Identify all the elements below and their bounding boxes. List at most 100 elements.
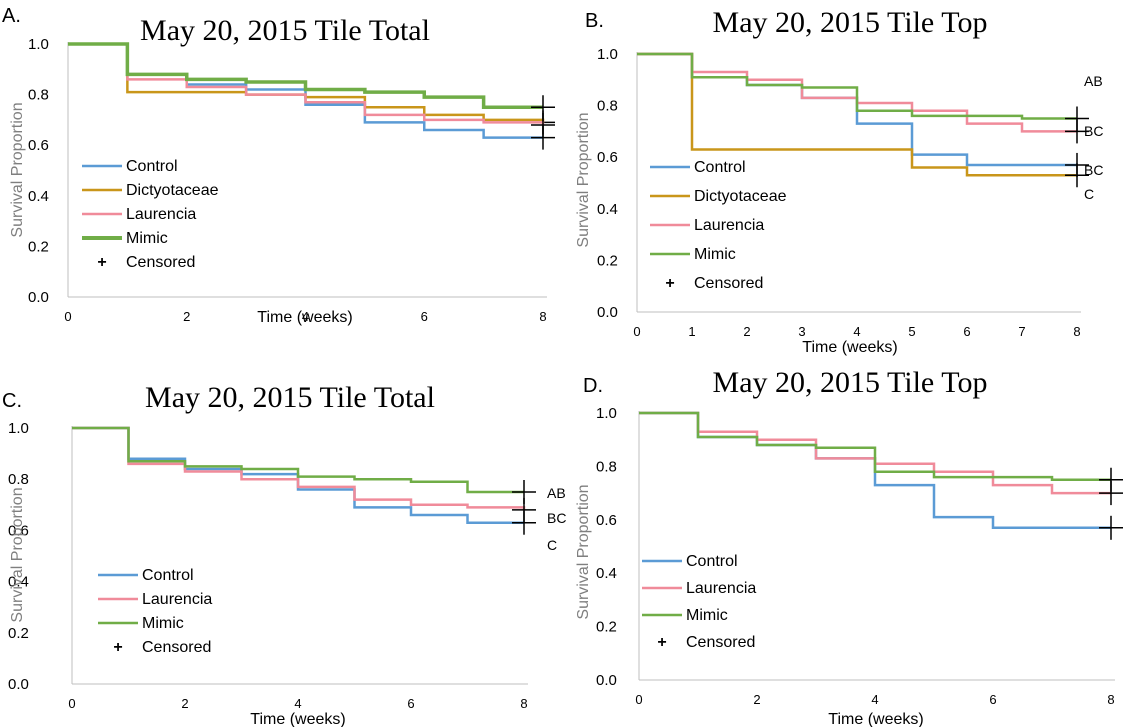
series-line-laurencia <box>68 42 545 125</box>
legend: Control Dictyotaceae Laurencia Mimic + Censor… <box>82 158 219 271</box>
chart-title: May 20, 2015 Tile Total <box>145 381 435 414</box>
y-tick-label: 0.4 <box>596 565 617 582</box>
censored-symbol: + <box>113 639 122 656</box>
chart-panel-a: A. May 20, 2015 Tile Total 0.0 0.2 0.4 0.6 0.8… <box>2 5 555 326</box>
x-tick-label: 0 <box>635 692 642 707</box>
x-axis-label: Time (weeks) <box>250 711 345 727</box>
x-tick-label: 8 <box>1073 324 1080 339</box>
legend-label: Laurencia <box>694 217 764 234</box>
y-tick-label: 0.2 <box>28 238 49 255</box>
legend-label: Laurencia <box>686 580 756 597</box>
y-tick-label: 0.6 <box>8 522 29 539</box>
legend-label: Mimic <box>694 246 736 263</box>
y-axis-label: Survival Proportion <box>9 102 26 237</box>
x-tick-label: 6 <box>963 324 970 339</box>
y-tick-label: 0.6 <box>28 137 49 154</box>
legend: Control Laurencia Mimic + Censored <box>98 567 212 656</box>
series-line-mimic <box>68 42 543 109</box>
y-tick-label: 0.8 <box>596 458 617 475</box>
y-tick-label: 0.2 <box>8 625 29 642</box>
x-tick-label: 6 <box>421 309 428 324</box>
legend-label-censored: Censored <box>142 639 211 656</box>
x-tick-label: 2 <box>743 324 750 339</box>
chart-panel-b: B. May 20, 2015 Tile Top 0.0 0.2 0.4 0.6 0.8 1.… <box>575 6 1103 356</box>
panel-letter: A. <box>2 5 21 27</box>
y-tick-label: 0.2 <box>596 619 617 636</box>
censored-symbol: + <box>657 634 666 651</box>
significance-label: BC <box>1084 162 1103 178</box>
legend-label: Dictyotaceae <box>694 188 787 205</box>
x-tick-label: 2 <box>753 692 760 707</box>
chart-panel-d: D. May 20, 2015 Tile Top 0.0 0.2 0.4 0.6 0.8 1.… <box>575 366 1123 727</box>
series-line-dictyotaceae <box>637 52 1077 177</box>
legend-label: Control <box>686 553 738 570</box>
x-tick-label: 1 <box>688 324 695 339</box>
panel-letter: B. <box>585 10 604 32</box>
y-tick-label: 0.4 <box>28 188 49 205</box>
series-line-laurencia <box>72 426 526 510</box>
y-tick-label: 0.6 <box>597 149 618 166</box>
x-axis-label: Time (weeks) <box>257 309 352 326</box>
series-line-mimic <box>639 411 1111 481</box>
legend-label: Mimic <box>686 607 728 624</box>
legend: Control Dictyotaceae Laurencia Mimic + Censor… <box>650 159 787 292</box>
x-tick-label: 4 <box>294 696 301 711</box>
panel-letter: C. <box>2 390 22 412</box>
legend-label-censored: Censored <box>126 254 195 271</box>
y-tick-label: 0.0 <box>597 304 618 321</box>
significance-label: AB <box>547 485 566 501</box>
x-tick-label: 2 <box>181 696 188 711</box>
x-tick-label: 2 <box>183 309 190 324</box>
y-tick-label: 1.0 <box>8 420 29 437</box>
legend-label-censored: Censored <box>694 275 763 292</box>
x-tick-label: 7 <box>1018 324 1025 339</box>
x-tick-label: 8 <box>539 309 546 324</box>
x-tick-label: 8 <box>1107 692 1114 707</box>
series-line-mimic <box>72 426 524 494</box>
significance-label: BC <box>1084 123 1103 139</box>
y-tick-label: 0.8 <box>28 87 49 104</box>
x-tick-label: 0 <box>68 696 75 711</box>
censored-symbol: + <box>665 275 674 292</box>
x-tick-label: 3 <box>798 324 805 339</box>
y-tick-label: 0.6 <box>596 512 617 529</box>
significance-label: BC <box>547 510 566 526</box>
legend-label-censored: Censored <box>686 634 755 651</box>
y-tick-label: 0.0 <box>28 289 49 306</box>
x-axis-label: Time (weeks) <box>802 339 897 356</box>
chart-title: May 20, 2015 Tile Total <box>140 14 430 47</box>
y-tick-label: 0.8 <box>597 98 618 115</box>
x-tick-label: 4 <box>853 324 860 339</box>
legend-label: Mimic <box>142 615 184 632</box>
y-tick-label: 0.8 <box>8 471 29 488</box>
y-tick-label: 0.0 <box>8 676 29 693</box>
y-tick-label: 1.0 <box>597 46 618 63</box>
series-line-dictyotaceae <box>68 42 545 123</box>
x-tick-label: 4 <box>302 309 309 324</box>
significance-label: C <box>1084 186 1094 202</box>
chart-title: May 20, 2015 Tile Top <box>713 366 988 399</box>
panel-letter: D. <box>583 375 603 397</box>
chart-title: May 20, 2015 Tile Top <box>713 6 988 39</box>
series-line-mimic <box>637 52 1077 120</box>
x-axis-label: Time (weeks) <box>828 711 923 727</box>
y-tick-label: 0.4 <box>597 201 618 218</box>
legend-label: Control <box>126 158 178 175</box>
x-tick-label: 0 <box>633 324 640 339</box>
legend-label: Laurencia <box>142 591 212 608</box>
x-tick-label: 5 <box>908 324 915 339</box>
x-tick-label: 6 <box>989 692 996 707</box>
legend: Control Laurencia Mimic + Censored <box>642 553 756 651</box>
y-axis-label: Survival Proportion <box>575 484 592 619</box>
y-tick-label: 0.0 <box>596 672 617 689</box>
y-axis-label: Survival Proportion <box>9 487 26 622</box>
chart-panel-c: C. May 20, 2015 Tile Total 0.0 0.2 0.4 0.6 0.8… <box>2 381 566 727</box>
legend-label: Dictyotaceae <box>126 182 219 199</box>
y-axis-label: Survival Proportion <box>575 112 592 247</box>
legend-label: Control <box>694 159 746 176</box>
y-tick-label: 1.0 <box>28 36 49 53</box>
y-tick-label: 0.4 <box>8 574 29 591</box>
censored-symbol: + <box>97 254 106 271</box>
legend-label: Mimic <box>126 230 168 247</box>
